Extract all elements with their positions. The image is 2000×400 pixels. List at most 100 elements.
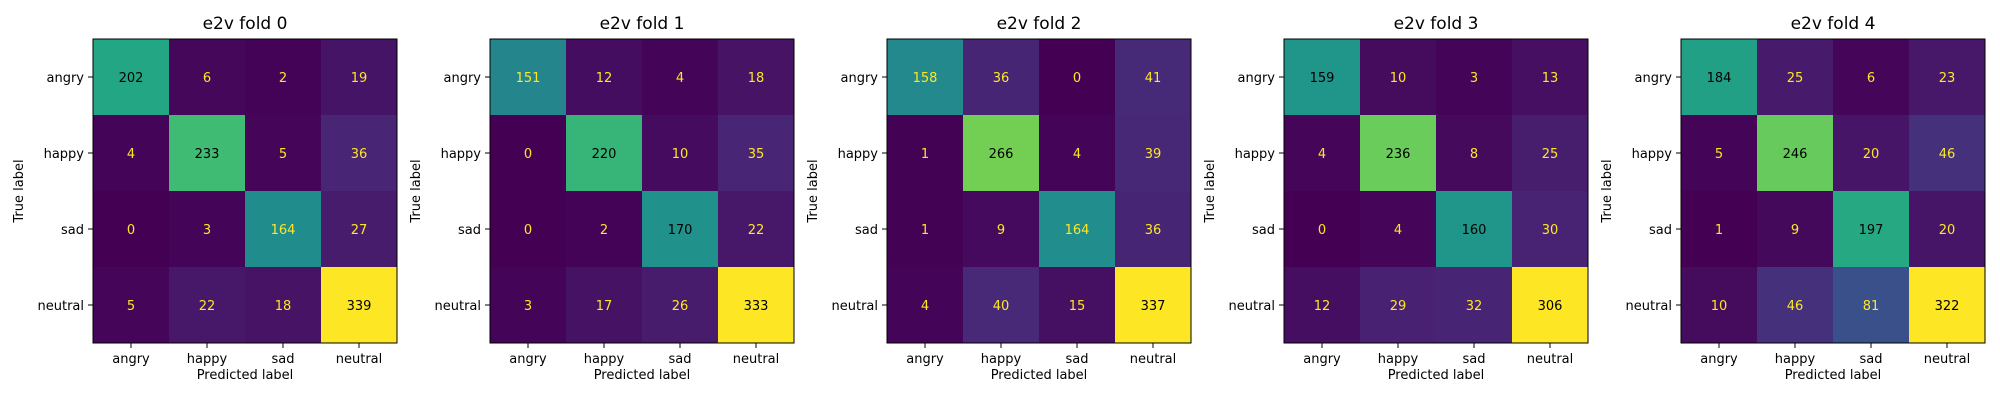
- cell-value-label: 36: [993, 71, 1010, 86]
- cell-value-label: 4: [1073, 147, 1081, 162]
- x-tick-label: sad: [1860, 352, 1883, 367]
- heatmap-cell: [1757, 191, 1834, 268]
- cell-value-label: 23: [1939, 71, 1956, 86]
- cell-value-label: 9: [1791, 223, 1799, 238]
- heatmap-cell: [1681, 191, 1758, 268]
- cell-value-label: 17: [596, 299, 613, 314]
- x-tick-label: happy: [1378, 352, 1419, 367]
- y-tick-label: angry: [841, 71, 879, 86]
- heatmap-cell: [1436, 39, 1513, 116]
- x-tick-label: neutral: [336, 352, 383, 367]
- y-axis-label: True label: [12, 159, 27, 223]
- heatmap-cell: [887, 39, 964, 116]
- cell-value-label: 20: [1863, 147, 1880, 162]
- cell-value-label: 12: [596, 71, 613, 86]
- heatmap-cell: [1757, 115, 1834, 192]
- cell-value-label: 0: [127, 223, 135, 238]
- cell-value-label: 6: [1867, 71, 1875, 86]
- heatmap-cell: [1512, 39, 1589, 116]
- x-tick-label: angry: [1303, 352, 1341, 367]
- heatmap-cell: [1039, 39, 1116, 116]
- axes-frame: [1680, 38, 1986, 344]
- heatmap-cell: [1360, 115, 1437, 192]
- cell-value-label: 1: [1715, 223, 1723, 238]
- heatmap-cell: [93, 267, 170, 344]
- axes-frame: [92, 38, 398, 344]
- cell-value-label: 246: [1783, 147, 1808, 162]
- cell-value-label: 164: [271, 223, 296, 238]
- heatmap-cell: [1039, 267, 1116, 344]
- x-tick-label: sad: [1463, 352, 1486, 367]
- cell-value-label: 236: [1386, 147, 1411, 162]
- cell-value-label: 18: [275, 299, 292, 314]
- heatmap-cell: [718, 39, 795, 116]
- heatmap-cell: [1360, 267, 1437, 344]
- y-tick-label: neutral: [1626, 299, 1673, 314]
- cell-value-label: 25: [1787, 71, 1804, 86]
- cell-value-label: 4: [676, 71, 684, 86]
- cell-value-label: 337: [1141, 299, 1166, 314]
- cell-value-label: 170: [668, 223, 693, 238]
- x-tick-label: neutral: [1527, 352, 1574, 367]
- heatmap-cell: [1284, 267, 1361, 344]
- x-axis-label: Predicted label: [1388, 368, 1485, 383]
- y-tick-label: happy: [838, 147, 879, 162]
- cell-value-label: 15: [1069, 299, 1086, 314]
- cell-value-label: 164: [1065, 223, 1090, 238]
- heatmap-cell: [1833, 115, 1910, 192]
- heatmap-cell: [1115, 191, 1192, 268]
- cell-value-label: 4: [921, 299, 929, 314]
- heatmap-cell: [93, 115, 170, 192]
- heatmap-cell: [887, 191, 964, 268]
- heatmap-cell: [1115, 39, 1192, 116]
- y-axis-label: True label: [1600, 159, 1615, 223]
- cell-value-label: 0: [1318, 223, 1326, 238]
- cell-value-label: 46: [1787, 299, 1804, 314]
- cell-value-label: 22: [748, 223, 765, 238]
- heatmap-cell: [490, 191, 567, 268]
- heatmap-cell: [245, 39, 322, 116]
- heatmap-cell: [169, 39, 246, 116]
- heatmap-cell: [1833, 267, 1910, 344]
- x-axis-label: Predicted label: [197, 368, 294, 383]
- heatmap-cell: [887, 115, 964, 192]
- cell-value-label: 0: [524, 223, 532, 238]
- heatmap-cell: [1284, 39, 1361, 116]
- heatmap-cell: [1436, 191, 1513, 268]
- heatmap-cell: [1681, 267, 1758, 344]
- cell-value-label: 3: [1470, 71, 1478, 86]
- cell-value-label: 5: [1715, 147, 1723, 162]
- heatmap-cell: [642, 191, 719, 268]
- cell-value-label: 22: [199, 299, 216, 314]
- cell-value-label: 29: [1390, 299, 1407, 314]
- chart-title: e2v fold 4: [1791, 14, 1876, 34]
- heatmap-cell: [963, 39, 1040, 116]
- cell-value-label: 3: [203, 223, 211, 238]
- y-tick-label: neutral: [435, 299, 482, 314]
- cell-value-label: 20: [1939, 223, 1956, 238]
- heatmap-cell: [1757, 267, 1834, 344]
- heatmap-cell: [642, 115, 719, 192]
- cell-value-label: 306: [1538, 299, 1563, 314]
- y-tick-label: happy: [1235, 147, 1276, 162]
- heatmap-cell: [321, 191, 398, 268]
- heatmap-cell: [321, 39, 398, 116]
- cell-value-label: 6: [203, 71, 211, 86]
- heatmap-cell: [1512, 267, 1589, 344]
- x-tick-label: neutral: [1130, 352, 1177, 367]
- cell-value-label: 233: [195, 147, 220, 162]
- heatmap-cell: [490, 39, 567, 116]
- y-tick-label: happy: [1632, 147, 1673, 162]
- cell-value-label: 36: [1145, 223, 1162, 238]
- cell-value-label: 4: [127, 147, 135, 162]
- y-tick-label: angry: [1635, 71, 1673, 86]
- cell-value-label: 5: [127, 299, 135, 314]
- cell-value-label: 39: [1145, 147, 1162, 162]
- heatmap-cell: [566, 267, 643, 344]
- cell-value-label: 25: [1542, 147, 1559, 162]
- cell-value-label: 36: [351, 147, 368, 162]
- cell-value-label: 10: [1390, 71, 1407, 86]
- heatmap-cell: [887, 267, 964, 344]
- cell-value-label: 40: [993, 299, 1010, 314]
